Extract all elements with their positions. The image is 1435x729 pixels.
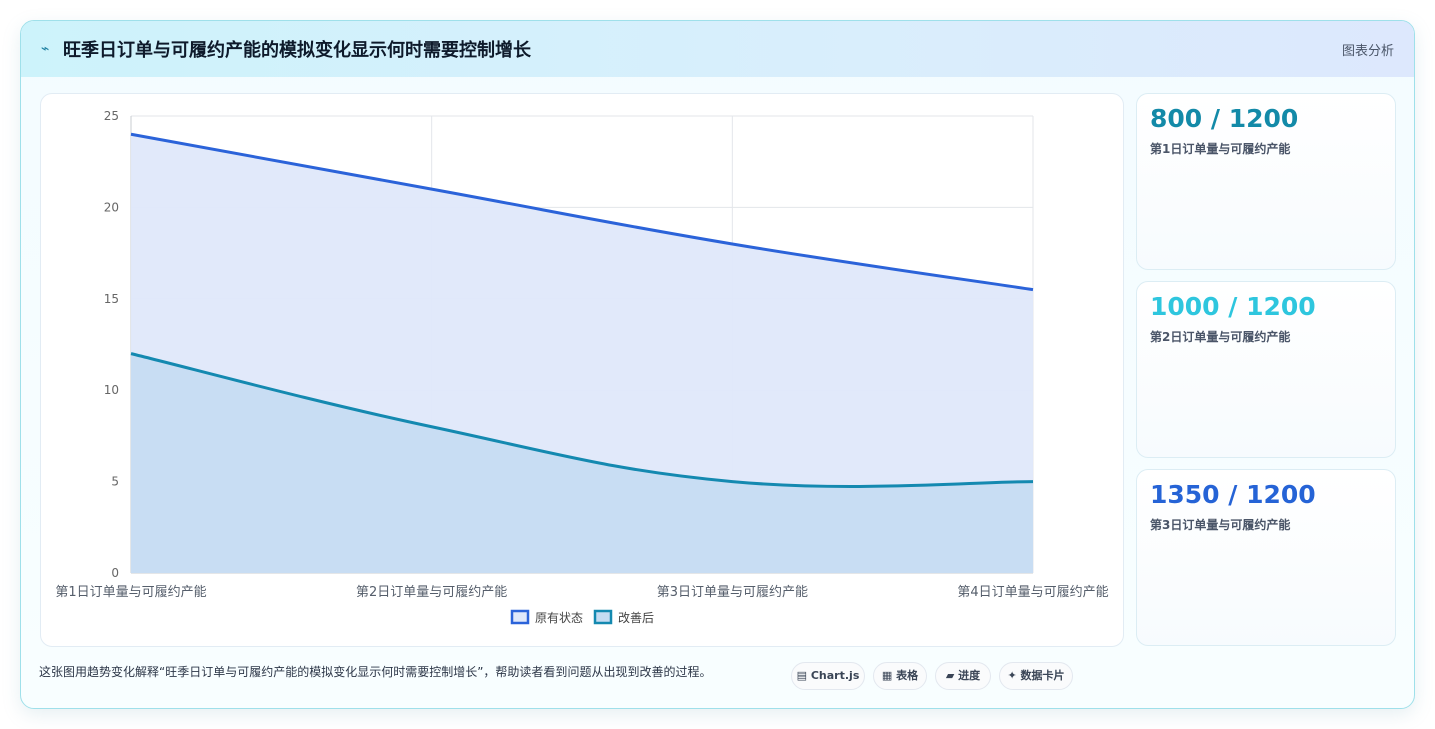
chip-chartjs[interactable]: ▤ Chart.js [791, 662, 865, 690]
y-tick-label: 15 [104, 292, 119, 306]
legend-swatch [593, 609, 613, 625]
analysis-card: ⌁ 旺季日订单与可履约产能的模拟变化显示何时需要控制增长 图表分析 0 5 10 15… [20, 20, 1415, 709]
legend-swatch [510, 609, 530, 625]
series-line-2 [130, 352, 1034, 488]
y-tick-label: 5 [111, 475, 119, 489]
table-icon: ▦ [881, 669, 893, 682]
chip-progress[interactable]: ▰ 进度 [935, 662, 991, 690]
stat-card-1: 800 / 1200 第1日订单量与可履约产能 [1136, 93, 1396, 270]
stat-label: 第1日订单量与可履约产能 [1150, 142, 1291, 156]
page-title: 旺季日订单与可履约产能的模拟变化显示何时需要控制增长 [63, 40, 531, 61]
stat-value: 1350 / 1200 [1150, 480, 1316, 509]
chip-label: 进度 [958, 669, 981, 682]
x-tick-label: 第1日订单量与可履约产能 [55, 585, 206, 600]
legend-label: 改善后 [618, 610, 654, 625]
series-line-1 [130, 132, 1034, 292]
stat-label: 第2日订单量与可履约产能 [1150, 330, 1291, 344]
chip-data-cards[interactable]: ✦ 数据卡片 [999, 662, 1073, 690]
stat-card-2: 1000 / 1200 第2日订单量与可履约产能 [1136, 281, 1396, 458]
chart-line-icon: ⌁ [41, 41, 50, 57]
stat-card-3: 1350 / 1200 第3日订单量与可履约产能 [1136, 469, 1396, 646]
y-tick-label: 10 [104, 383, 119, 397]
series-area-2 [131, 353, 1033, 573]
chip-label: 表格 [896, 669, 919, 682]
sparkle-icon: ✦ [1007, 669, 1017, 682]
chip-label: Chart.js [810, 669, 860, 682]
y-tick-label: 20 [104, 200, 119, 214]
stat-value: 800 / 1200 [1150, 104, 1299, 133]
stat-label: 第3日订单量与可履约产能 [1150, 518, 1291, 532]
chart-icon: ▤ [796, 669, 808, 682]
x-tick-label: 第3日订单量与可履约产能 [657, 585, 808, 600]
stat-value: 1000 / 1200 [1150, 292, 1316, 321]
area-chart: 0 5 10 15 20 25 第1日订单量与可履约产能 第2日订单量与可履约产能 第3日订单量… [55, 109, 1108, 625]
y-tick-label: 0 [111, 566, 119, 580]
y-tick-label: 25 [104, 109, 119, 123]
x-tick-label: 第4日订单量与可履约产能 [957, 585, 1108, 600]
chip-table[interactable]: ▦ 表格 [873, 662, 927, 690]
chart-panel: 0 5 10 15 20 25 第1日订单量与可履约产能 第2日订单量与可履约产能 第3日订单量… [40, 93, 1124, 647]
chart-analysis-link[interactable]: 图表分析 [1341, 44, 1394, 59]
x-tick-label: 第2日订单量与可履约产能 [356, 585, 507, 600]
chip-label: 数据卡片 [1020, 669, 1065, 682]
progress-icon: ▰ [945, 669, 955, 682]
legend-label: 原有状态 [535, 611, 583, 625]
chart-caption: 这张图用趋势变化解释“旺季日订单与可履约产能的模拟变化显示何时需要控制增长”，帮… [39, 665, 712, 679]
card-header: ⌁ 旺季日订单与可履约产能的模拟变化显示何时需要控制增长 图表分析 [21, 21, 1414, 77]
